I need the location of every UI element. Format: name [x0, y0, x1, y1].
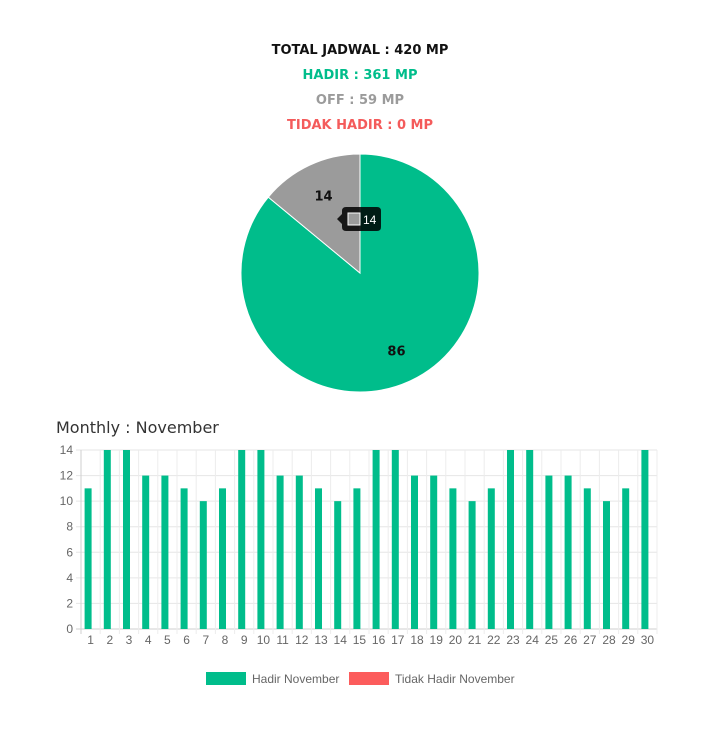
- legend-item-hadir[interactable]: Hadir November: [206, 672, 339, 686]
- bar-hadir-5[interactable]: [161, 475, 169, 629]
- pie-slice-off[interactable]: [267, 153, 361, 275]
- x-tick-label: 21: [468, 633, 482, 647]
- bar-hadir-9[interactable]: [238, 450, 246, 629]
- x-tick-label: 29: [622, 633, 636, 647]
- bar-hadir-7[interactable]: [199, 501, 207, 629]
- present-label: HADIR : 361 MP: [302, 68, 418, 83]
- legend-label: Hadir November: [252, 672, 339, 686]
- x-tick-label: 17: [391, 633, 405, 647]
- bar-hadir-12[interactable]: [295, 475, 303, 629]
- legend-label: Tidak Hadir November: [395, 672, 515, 686]
- x-tick-label: 27: [583, 633, 597, 647]
- x-tick-label: 16: [372, 633, 386, 647]
- y-tick-label: 0: [66, 622, 73, 636]
- y-tick-label: 8: [66, 520, 73, 534]
- bar-hadir-22[interactable]: [487, 488, 495, 629]
- x-tick-label: 1: [87, 633, 94, 647]
- bar-hadir-8[interactable]: [219, 488, 226, 629]
- y-tick-label: 6: [66, 545, 73, 559]
- x-tick-label: 6: [183, 633, 190, 647]
- bar-hadir-19[interactable]: [430, 475, 438, 629]
- y-tick-label: 2: [66, 596, 73, 610]
- tooltip-color-swatch: [347, 212, 361, 226]
- x-tick-label: 15: [353, 633, 367, 647]
- bar-hadir-4[interactable]: [142, 475, 150, 629]
- bar-hadir-24[interactable]: [526, 450, 534, 629]
- x-tick-label: 20: [449, 633, 463, 647]
- bar-hadir-13[interactable]: [315, 488, 322, 629]
- bar-hadir-23[interactable]: [507, 450, 514, 629]
- x-tick-label: 23: [506, 633, 520, 647]
- legend-item-tidak-hadir[interactable]: Tidak Hadir November: [349, 672, 515, 686]
- x-tick-label: 3: [126, 633, 133, 647]
- off-label: OFF : 59 MP: [315, 93, 405, 108]
- bar-hadir-2[interactable]: [103, 450, 111, 629]
- bar-hadir-27[interactable]: [583, 488, 591, 629]
- y-tick-label: 10: [60, 494, 74, 508]
- bar-hadir-25[interactable]: [545, 475, 553, 629]
- bar-hadir-28[interactable]: [603, 501, 610, 629]
- pie-value-label: 86: [387, 345, 405, 360]
- x-tick-label: 5: [164, 633, 171, 647]
- x-tick-label: 9: [241, 633, 248, 647]
- x-tick-label: 12: [295, 633, 309, 647]
- x-tick-label: 14: [334, 633, 348, 647]
- legend-swatch: [206, 672, 246, 685]
- x-tick-label: 11: [276, 633, 289, 647]
- bar-hadir-29[interactable]: [622, 488, 630, 629]
- y-tick-label: 12: [60, 469, 74, 483]
- x-tick-label: 8: [222, 633, 229, 647]
- x-tick-label: 13: [314, 633, 328, 647]
- attendance-pie-chart[interactable]: 86 14 14: [0, 0, 720, 410]
- x-tick-label: 10: [257, 633, 271, 647]
- legend-swatch: [349, 672, 389, 685]
- y-tick-label: 14: [60, 443, 74, 457]
- bar-hadir-3[interactable]: [123, 450, 130, 629]
- bar-hadir-30[interactable]: [641, 450, 649, 629]
- pie-value-label: 14: [314, 189, 332, 204]
- x-tick-label: 25: [545, 633, 559, 647]
- pie-tooltip: 14: [337, 207, 381, 231]
- x-tick-label: 18: [410, 633, 424, 647]
- x-tick-label: 7: [202, 633, 209, 647]
- bar-hadir-10[interactable]: [257, 450, 265, 629]
- bar-hadir-26[interactable]: [564, 475, 572, 629]
- bar-hadir-18[interactable]: [411, 475, 418, 629]
- bar-hadir-1[interactable]: [84, 488, 92, 629]
- total-schedule-label: TOTAL JADWAL : 420 MP: [271, 43, 449, 58]
- bar-hadir-6[interactable]: [180, 488, 188, 629]
- bar-hadir-21[interactable]: [468, 501, 476, 629]
- x-tick-label: 2: [106, 633, 113, 647]
- bar-chart-title: Monthly : November: [56, 418, 219, 437]
- x-tick-label: 22: [487, 633, 501, 647]
- y-tick-label: 4: [66, 571, 73, 585]
- x-tick-label: 19: [430, 633, 444, 647]
- bar-hadir-16[interactable]: [372, 450, 380, 629]
- bar-hadir-11[interactable]: [276, 475, 284, 629]
- x-tick-label: 24: [526, 633, 540, 647]
- x-tick-label: 30: [641, 633, 655, 647]
- x-tick-label: 26: [564, 633, 578, 647]
- x-tick-label: 28: [602, 633, 616, 647]
- tooltip-value: 14: [363, 213, 377, 227]
- absent-label: TIDAK HADIR : 0 MP: [286, 118, 434, 133]
- bar-hadir-14[interactable]: [334, 501, 342, 629]
- bar-hadir-20[interactable]: [449, 488, 457, 629]
- x-tick-label: 4: [145, 633, 152, 647]
- bar-hadir-17[interactable]: [391, 450, 399, 629]
- bar-hadir-15[interactable]: [353, 488, 361, 629]
